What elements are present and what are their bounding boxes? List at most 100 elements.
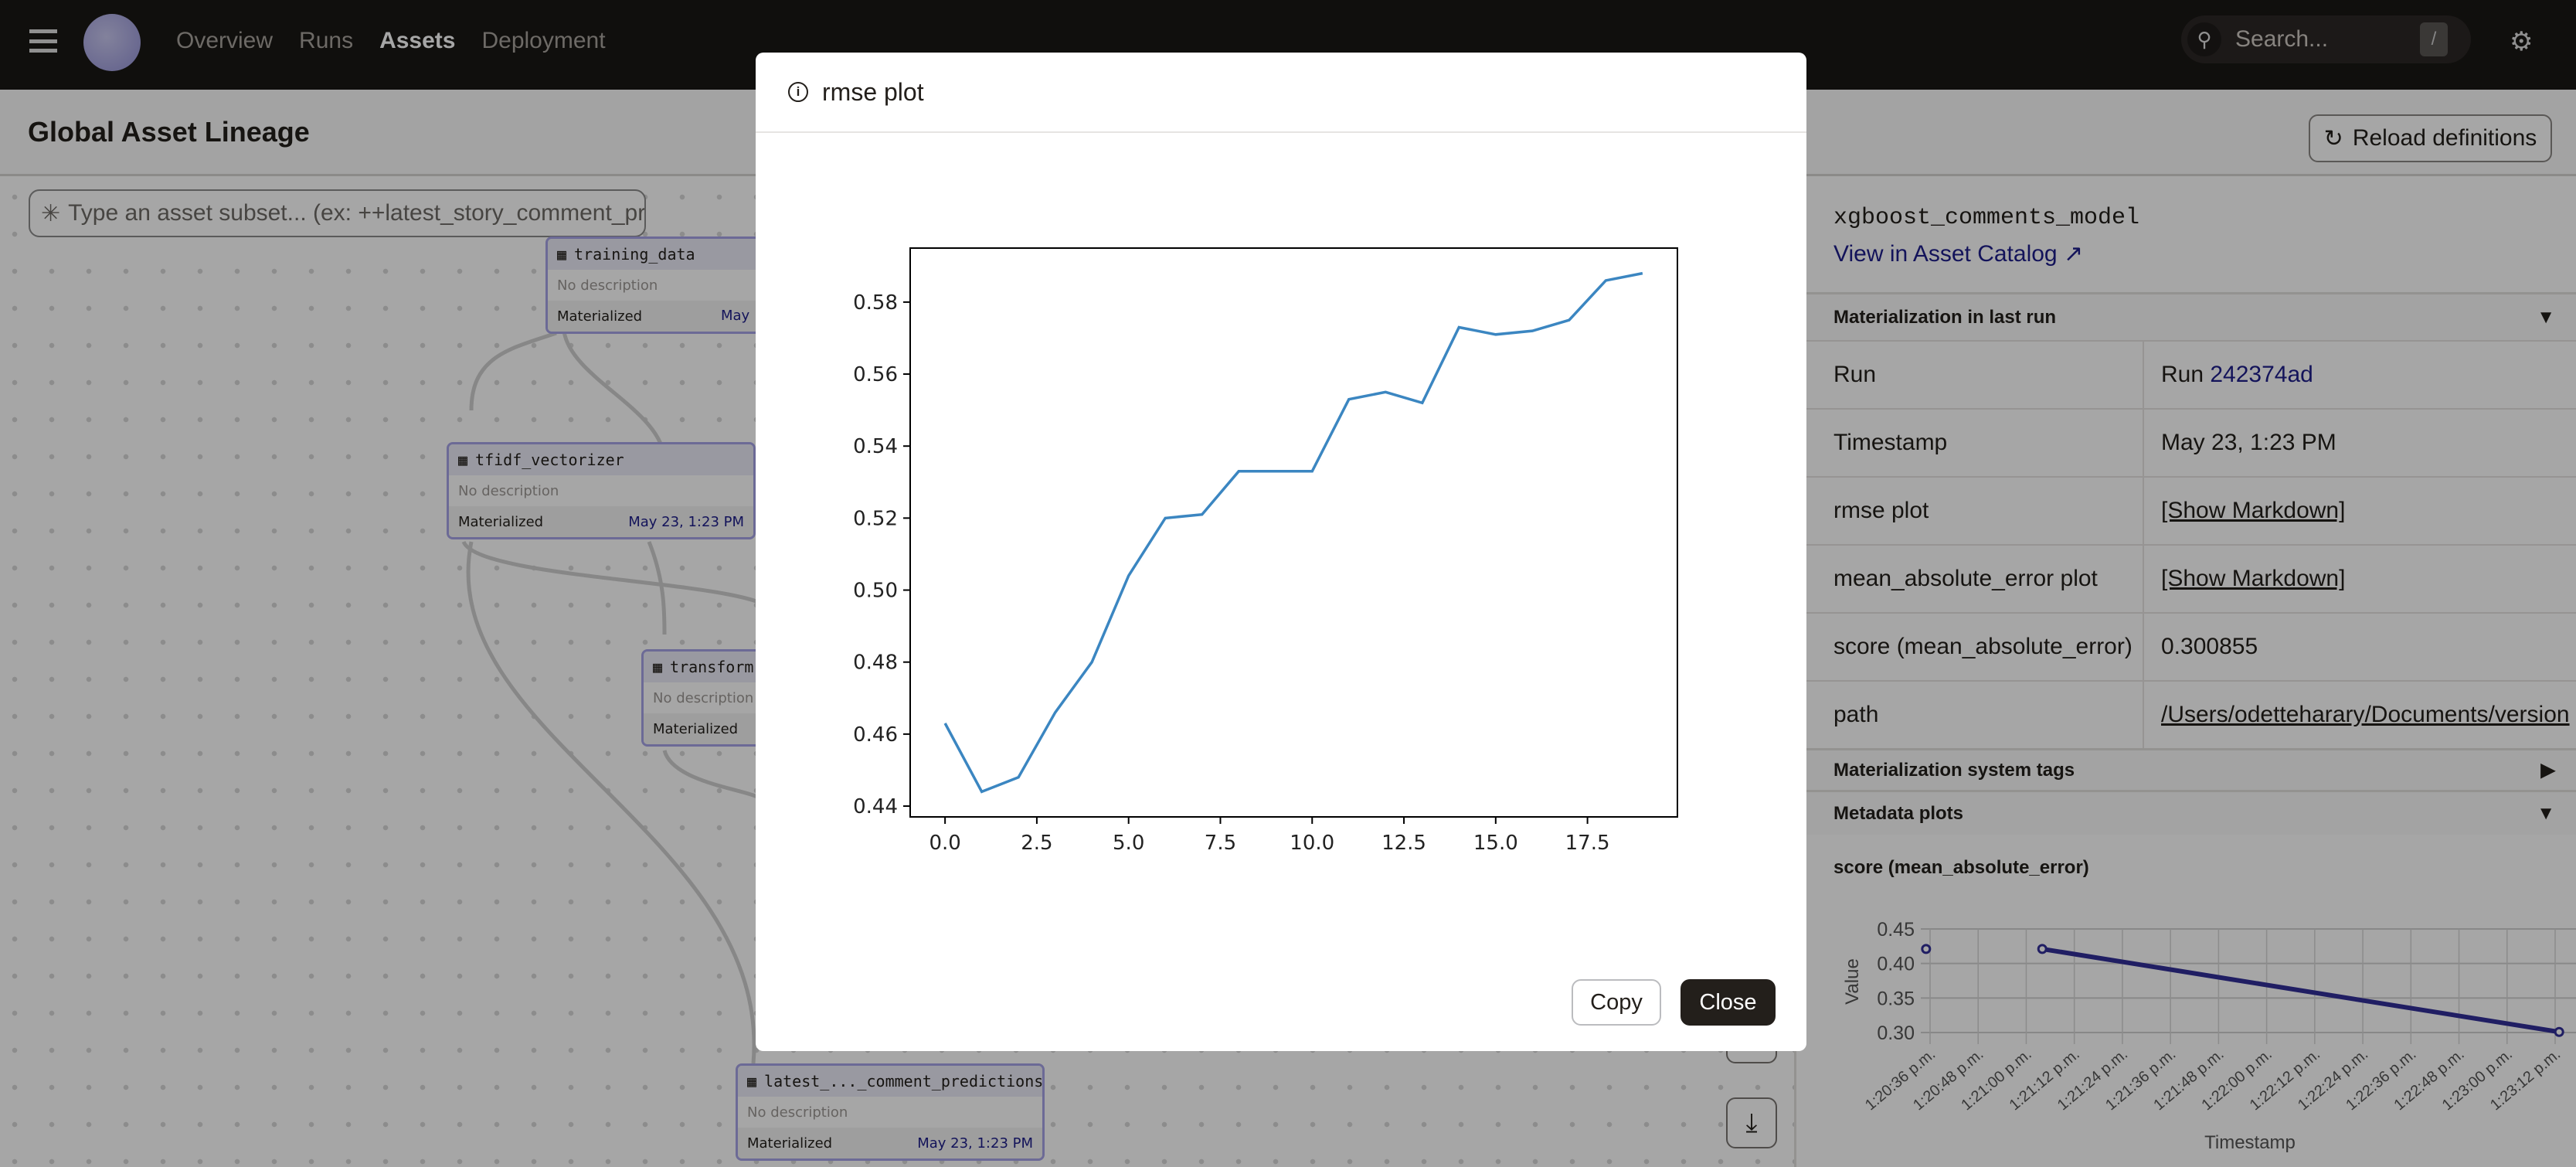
search-placeholder: Search... xyxy=(2235,26,2329,52)
row-key: Timestamp xyxy=(1796,410,2144,476)
row-key: score (mean_absolute_error) xyxy=(1796,614,2144,680)
node-status: Materialized xyxy=(653,720,739,737)
nav-overview[interactable]: Overview xyxy=(176,28,274,53)
table-icon: ▦ xyxy=(557,245,567,264)
search-input[interactable]: ⚲ Search... / xyxy=(2181,15,2471,63)
rmse-plot-dialog: i rmse plot 0.0 2.5 5.0 7.5 10.0 12.5 15.0 17.5 0… xyxy=(756,53,1806,1051)
copy-button[interactable]: Copy xyxy=(1572,979,1661,1026)
y-tick-label: 0.40 xyxy=(1877,954,1915,975)
nav-assets[interactable]: Assets xyxy=(379,28,456,53)
node-status: Materialized xyxy=(557,308,643,325)
section-metadata-plots[interactable]: Metadata plots ▼ xyxy=(1796,790,2576,835)
x-tick-label: 2.5 xyxy=(1021,832,1052,855)
dialog-title: rmse plot xyxy=(822,77,924,106)
y-tick-label: 0.44 xyxy=(853,795,898,818)
plot-frame xyxy=(909,247,1678,818)
x-tick-label: 15.0 xyxy=(1473,832,1518,855)
node-description: No description xyxy=(747,1104,848,1121)
x-tick-label: 10.0 xyxy=(1290,832,1334,855)
y-tick-label: 0.30 xyxy=(1877,1022,1915,1044)
node-date: May 23, 1:23 PM xyxy=(628,513,744,530)
run-id-link[interactable]: 242374ad xyxy=(2210,362,2313,387)
plot-title: score (mean_absolute_error) xyxy=(1833,857,2089,878)
data-point xyxy=(2037,944,2048,954)
y-tick-label: 0.52 xyxy=(853,507,898,530)
asset-name: xgboost_comments_model xyxy=(1833,205,2140,231)
edge xyxy=(466,541,756,1064)
edge xyxy=(647,541,667,635)
nav-runs[interactable]: Runs xyxy=(299,28,354,53)
asset-subset-input[interactable]: ✳ Type an asset subset... (ex: ++latest_s… xyxy=(29,189,646,237)
asset-node-latest-comment-predictions[interactable]: ▦ latest_..._comment_predictions No descr… xyxy=(736,1063,1045,1161)
reload-label: Reload definitions xyxy=(2352,125,2537,151)
x-tick-label: 0.0 xyxy=(929,832,960,855)
y-tick-label: 0.58 xyxy=(853,291,898,315)
edge xyxy=(469,331,557,411)
metadata-row: path/Users/odetteharary/Documents/versio… xyxy=(1796,680,2576,748)
score-series-line xyxy=(2041,946,2560,1035)
show-markdown-link[interactable]: [Show Markdown] xyxy=(2161,498,2346,523)
shortcut-hint: / xyxy=(2420,22,2448,56)
y-tick-label: 0.48 xyxy=(853,652,898,675)
node-status: Materialized xyxy=(458,513,544,530)
caret-down-icon: ▼ xyxy=(2537,802,2555,824)
close-button[interactable]: Close xyxy=(1681,979,1776,1026)
asset-graph-icon: ✳ xyxy=(41,200,61,226)
metadata-row: score (mean_absolute_error) 0.300855 xyxy=(1796,612,2576,680)
search-icon: ⚲ xyxy=(2187,22,2221,56)
section-system-tags[interactable]: Materialization system tags ▶ xyxy=(1796,748,2576,790)
node-date: May xyxy=(721,308,750,324)
node-description: No description xyxy=(458,482,559,499)
node-name: training_data xyxy=(574,245,695,264)
external-link-icon: ↗ xyxy=(2063,241,2084,267)
asset-node-tfidf-vectorizer[interactable]: ▦ tfidf_vectorizer No description Materia… xyxy=(447,442,756,539)
nav-deployment[interactable]: Deployment xyxy=(481,28,606,53)
edge xyxy=(662,750,759,799)
row-prefix: Run xyxy=(2161,362,2211,387)
x-tick-label: 17.5 xyxy=(1565,832,1610,855)
x-tick-label: 7.5 xyxy=(1205,832,1236,855)
y-tick-label: 0.46 xyxy=(853,723,898,747)
view-in-catalog-link[interactable]: View in Asset Catalog ↗ xyxy=(1833,240,2083,267)
main-nav: Overview Runs Assets Deployment xyxy=(176,28,606,54)
node-description: No description xyxy=(557,277,658,294)
node-description: No description xyxy=(653,689,754,706)
node-status: Materialized xyxy=(747,1135,833,1152)
row-key: rmse plot xyxy=(1796,478,2144,544)
section-last-run[interactable]: Materialization in last run ▼ xyxy=(1796,292,2576,340)
caret-right-icon: ▶ xyxy=(2540,760,2555,781)
y-tick-label: 0.45 xyxy=(1877,919,1915,941)
y-axis-label: Value xyxy=(1842,958,1863,1005)
y-tick-label: 0.54 xyxy=(853,435,898,458)
path-link[interactable]: /Users/odetteharary/Documents/version xyxy=(2161,702,2570,727)
y-tick-label: 0.56 xyxy=(853,363,898,386)
x-axis-label: Timestamp xyxy=(2204,1132,2296,1153)
table-icon: ▦ xyxy=(458,451,468,469)
download-icon: ⤓ xyxy=(1745,1107,1758,1138)
download-button[interactable]: ⤓ xyxy=(1726,1097,1777,1148)
info-icon: i xyxy=(788,82,808,102)
rmse-series-line xyxy=(943,271,1643,794)
subset-placeholder: Type an asset subset... (ex: ++latest_st… xyxy=(68,200,646,226)
metadata-row: mean_absolute_error plot [Show Markdown] xyxy=(1796,544,2576,612)
row-value: May 23, 1:23 PM xyxy=(2161,430,2336,455)
asset-sidebar: xgboost_comments_model View in Asset Cat… xyxy=(1794,179,2576,1167)
node-name: latest_..._comment_predictions xyxy=(764,1072,1044,1090)
table-icon: ▦ xyxy=(747,1072,757,1090)
menu-icon[interactable] xyxy=(29,29,57,53)
reload-definitions-button[interactable]: ↻ Reload definitions xyxy=(2309,114,2552,162)
show-markdown-link[interactable]: [Show Markdown] xyxy=(2161,566,2346,591)
section-title: Materialization in last run xyxy=(1833,306,2057,328)
node-date: May 23, 1:23 PM xyxy=(917,1135,1033,1152)
page-title: Global Asset Lineage xyxy=(28,116,310,148)
dagster-logo[interactable] xyxy=(83,14,141,71)
x-tick-label: 12.5 xyxy=(1381,832,1426,855)
node-name: transform xyxy=(670,658,754,676)
node-name: tfidf_vectorizer xyxy=(475,451,624,469)
y-tick-label: 0.50 xyxy=(853,580,898,603)
catalog-link-label: View in Asset Catalog xyxy=(1833,241,2058,267)
caret-down-icon: ▼ xyxy=(2537,306,2555,328)
gear-icon[interactable]: ⚙ xyxy=(2510,27,2534,56)
metadata-row: Timestamp May 23, 1:23 PM xyxy=(1796,408,2576,476)
rmse-chart: 0.0 2.5 5.0 7.5 10.0 12.5 15.0 17.5 0.44 0.46 0.48… xyxy=(853,247,1678,855)
